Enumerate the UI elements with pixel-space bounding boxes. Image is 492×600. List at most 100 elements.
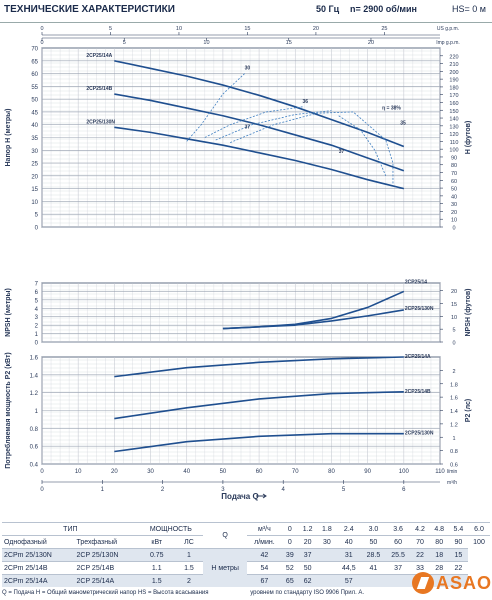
tbl-qm-3: 2.4 xyxy=(336,522,362,536)
ytick-label-2: 1.6 xyxy=(30,356,39,362)
ytick-right-label-1: 10 xyxy=(451,315,457,321)
tbl-hp: ЛС xyxy=(174,535,204,549)
ytick-label-2: 1 xyxy=(35,409,39,415)
m3h-tick-label: 0 xyxy=(40,487,44,493)
tbl-ql-4: 50 xyxy=(361,535,386,549)
us-gpm-tick: 15 xyxy=(244,26,250,32)
row2-h3 xyxy=(317,574,337,587)
ytick-label-0: 35 xyxy=(31,136,38,142)
row0-h7: 22 xyxy=(410,548,430,562)
hs-label: HS= 0 м xyxy=(452,4,486,14)
ytick-label-1: 5 xyxy=(35,298,39,304)
freq-label: 50 Гц xyxy=(316,4,340,14)
series-line-0-2 xyxy=(114,126,405,190)
xtick-label: 20 xyxy=(111,469,118,475)
ytick-right-label-1: 20 xyxy=(451,289,457,295)
ytick-right-label-0: 0 xyxy=(452,226,455,232)
ytick-right-label-0: 190 xyxy=(449,78,458,84)
ytick-label-1: 1 xyxy=(35,332,39,338)
ytick-right-label-0: 100 xyxy=(449,148,458,154)
ytick-label-1: 3 xyxy=(35,315,39,321)
tbl-qm-0: 0 xyxy=(281,522,299,536)
row1-h2: 50 xyxy=(298,561,318,575)
tbl-ql-7: 80 xyxy=(429,535,449,549)
row1-hp: 1.5 xyxy=(174,561,204,575)
ytick-right-label-2: 1.8 xyxy=(450,382,458,388)
row1-single: 2CPm 25/14B xyxy=(2,561,75,575)
us-gpm-tick: 20 xyxy=(313,26,319,32)
ytick-right-label-0: 20 xyxy=(451,210,457,216)
ytick-label-0: 25 xyxy=(31,162,38,168)
ytick-right-label-0: 170 xyxy=(449,93,458,99)
rpm-label: n= 2900 об/мин xyxy=(350,4,417,14)
xtick-label: 90 xyxy=(364,469,371,475)
ytick-right-label-0: 90 xyxy=(451,155,457,161)
ytick-label-1: 4 xyxy=(35,307,39,313)
m3h-tick-label: 6 xyxy=(402,487,406,493)
ytick-right-label-0: 110 xyxy=(450,140,459,146)
row1-h6: 37 xyxy=(385,561,411,575)
us-gpm-tick: 5 xyxy=(109,26,112,32)
asao-logo: ASAO xyxy=(410,570,492,598)
ytick-right-label-0: 80 xyxy=(451,163,457,169)
row0-h2: 37 xyxy=(298,548,318,562)
m3h-tick-label: 2 xyxy=(161,487,165,493)
row2-kw: 1.5 xyxy=(138,574,175,587)
ylabel-right-1: NPSH (футов) xyxy=(465,289,472,337)
ytick-right-label-1: 5 xyxy=(452,328,455,334)
row0-h3 xyxy=(317,548,337,562)
ytick-label-2: 0.8 xyxy=(30,427,39,433)
row0-h5: 28.5 xyxy=(361,548,386,562)
ytick-right-label-0: 180 xyxy=(449,85,458,91)
tbl-three: Трехфазный xyxy=(74,535,139,549)
us-gpm-tick: 10 xyxy=(176,26,182,32)
ytick-label-0: 15 xyxy=(31,187,38,193)
m3h-tick-label: 1 xyxy=(101,487,105,493)
ytick-right-label-0: 150 xyxy=(449,109,458,115)
us-gpm-tick: 25 xyxy=(381,26,387,32)
ytick-right-label-2: 1.6 xyxy=(450,396,458,402)
row1-three: 2CP 25/14B xyxy=(74,561,139,575)
row0-single: 2CPm 25/130N xyxy=(2,548,75,562)
ytick-label-0: 45 xyxy=(31,110,38,116)
ytick-right-label-0: 220 xyxy=(449,54,458,60)
m3h-unit-label: m³/h xyxy=(447,480,457,486)
xtick-label: 40 xyxy=(183,469,190,475)
row0-h0: 42 xyxy=(247,548,282,562)
tbl-tip: ТИП xyxy=(2,522,139,536)
ytick-label-0: 55 xyxy=(31,85,38,91)
ytick-right-label-0: 140 xyxy=(449,117,458,123)
ytick-label-0: 65 xyxy=(31,59,38,65)
tbl-ql-2: 30 xyxy=(317,535,337,549)
ylabel-left-0: Напор H (метры) xyxy=(5,109,12,167)
ytick-right-label-1: 15 xyxy=(451,302,457,308)
efficiency-curve-1 xyxy=(204,106,303,138)
efficiency-label-3: 37 xyxy=(245,125,251,131)
footer-note: Q = Подача H = Общий манометрический нап… xyxy=(2,590,364,596)
ytick-label-0: 5 xyxy=(35,213,39,219)
series-label-2-1: 2CP25/14B xyxy=(405,389,431,395)
spec-table: ТИП МОЩНОСТЬ Q м³/ч 0 1.2 1.8 2.4 3.0 3.… xyxy=(2,522,490,587)
logo-text: ASAO xyxy=(436,573,492,593)
ytick-right-label-1: 0 xyxy=(452,341,455,347)
row2-h4: 57 xyxy=(336,574,362,587)
tbl-qm-8: 5.4 xyxy=(448,522,468,536)
ytick-label-0: 70 xyxy=(31,47,38,53)
row0-h6: 25.5 xyxy=(385,548,411,562)
ytick-right-label-0: 70 xyxy=(451,171,457,177)
imp-gpm-tick: 10 xyxy=(203,40,209,46)
tbl-ql-8: 90 xyxy=(448,535,468,549)
row2-single: 2CPm 25/14A xyxy=(2,574,75,587)
xtick-label: 110 xyxy=(435,469,445,475)
row1-kw: 1.1 xyxy=(138,561,175,575)
row1-h5: 41 xyxy=(361,561,386,575)
ytick-right-label-0: 60 xyxy=(451,179,457,185)
imp-gpm-unit: Imp g.p.m. xyxy=(436,40,460,46)
row0-h1: 39 xyxy=(281,548,299,562)
imp-gpm-tick: 15 xyxy=(286,40,292,46)
series-line-0-0 xyxy=(114,60,405,148)
ytick-right-label-2: 2 xyxy=(452,369,455,375)
tbl-qm-1: 1.2 xyxy=(298,522,318,536)
tbl-ql-6: 70 xyxy=(410,535,430,549)
xlabel-arrow-icon xyxy=(256,493,267,499)
